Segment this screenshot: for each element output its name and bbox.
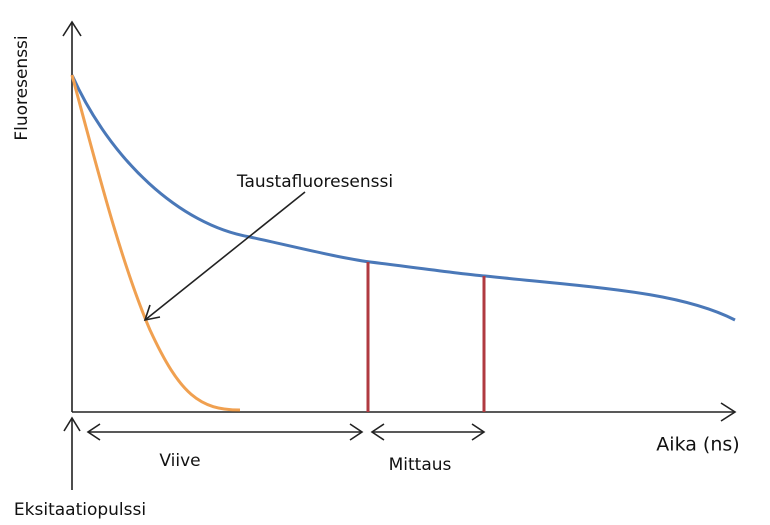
y-axis-label: Fluoresenssi [12, 35, 32, 140]
delay-arrow-head [86, 423, 101, 441]
background-label: Taustafluoresenssi [236, 172, 393, 192]
delay-label: Viive [159, 451, 200, 471]
measurement-arrow-head [370, 423, 385, 441]
excitation-arrow-head [63, 416, 81, 432]
measurement-label: Mittaus [389, 455, 452, 475]
x-axis-arrow [720, 402, 737, 422]
excitation-label: Eksitaatiopulssi [14, 500, 146, 520]
background-curve [70, 74, 736, 322]
pointer-arrow [144, 191, 306, 321]
y-axis-arrow [62, 20, 82, 37]
pointer-arrow-head [143, 304, 161, 322]
delay-arrow-head [349, 423, 364, 441]
x-axis-label: Aika (ns) [656, 434, 739, 456]
fast-decay-curve [70, 74, 241, 412]
measurement-arrow-head [471, 423, 486, 441]
